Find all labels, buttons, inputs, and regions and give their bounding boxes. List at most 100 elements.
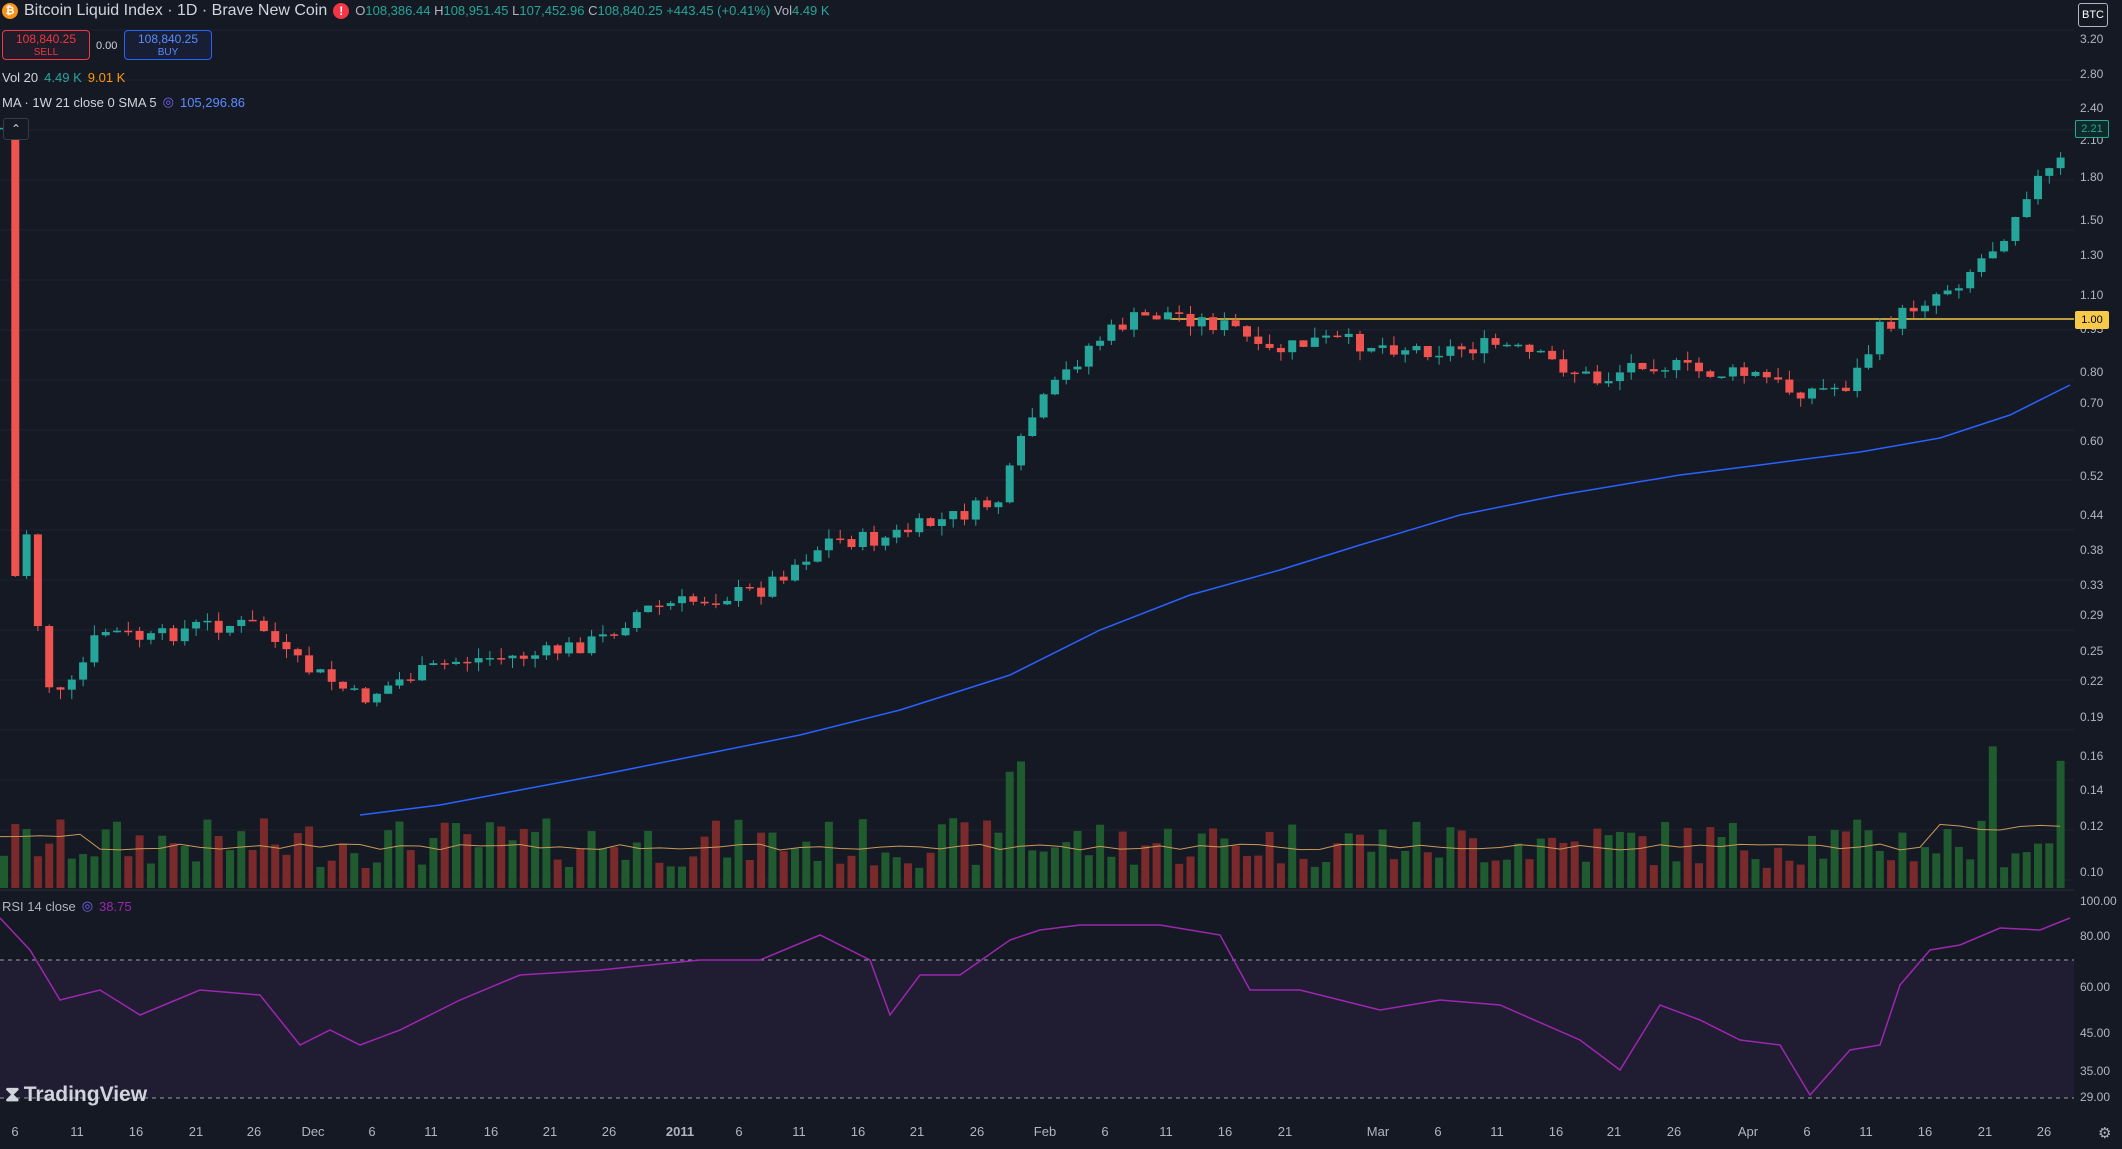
currency-badge[interactable]: BTC bbox=[2078, 3, 2108, 27]
candle-body bbox=[1762, 371, 1771, 378]
volume-bar bbox=[1683, 827, 1692, 888]
volume-bar bbox=[1469, 838, 1477, 888]
volume-bar bbox=[870, 865, 879, 888]
eye-icon[interactable]: ◎ bbox=[81, 898, 94, 913]
price-axis[interactable]: 3.20 2.80 2.40 2.10 1.80 1.50 1.30 1.10 0.95 0.80… bbox=[2074, 0, 2122, 890]
price-axis-label: 2.40 bbox=[2080, 101, 2104, 115]
candle-body bbox=[282, 641, 291, 650]
candle-body bbox=[1977, 258, 1986, 273]
candle-body bbox=[1322, 335, 1331, 338]
candle-body bbox=[632, 612, 641, 628]
candle-body bbox=[1333, 335, 1342, 338]
candle-body bbox=[1243, 326, 1251, 337]
ma-legend[interactable]: MA · 1W 21 close 0 SMA 5 ◎ 105,296.86 bbox=[2, 94, 246, 110]
volume-bar bbox=[1909, 861, 1918, 888]
candle-body bbox=[666, 603, 675, 606]
gear-icon[interactable]: ⚙ bbox=[2098, 1125, 2112, 1142]
time-axis-label: 6 bbox=[1803, 1124, 1811, 1139]
volume-bar bbox=[1073, 831, 1082, 888]
volume-bar bbox=[1875, 850, 1884, 888]
volume-bar bbox=[271, 844, 280, 888]
volume-bar bbox=[1107, 856, 1116, 888]
volume-bar bbox=[485, 822, 494, 888]
time-axis-label: 21 bbox=[909, 1124, 925, 1139]
candle-body bbox=[1898, 307, 1907, 329]
volume-bar bbox=[1333, 843, 1342, 888]
volume-bar bbox=[689, 856, 698, 888]
volume-bar bbox=[135, 835, 144, 888]
volume-legend[interactable]: Vol 20 4.49 K 9.01 K bbox=[2, 70, 126, 85]
candle-body bbox=[1028, 417, 1037, 437]
price-axis-label: 1.30 bbox=[2080, 248, 2104, 262]
volume-bar bbox=[1322, 862, 1331, 888]
candle-body bbox=[971, 500, 980, 520]
volume-bar bbox=[937, 824, 946, 888]
warning-icon[interactable]: ! bbox=[333, 3, 350, 19]
rsi-legend[interactable]: RSI 14 close ◎ 38.75 bbox=[2, 898, 132, 914]
price-axis-label: 1.80 bbox=[2080, 170, 2104, 184]
volume-bar bbox=[1593, 828, 1602, 888]
volume-bar bbox=[1796, 864, 1805, 888]
volume-bar bbox=[621, 859, 630, 888]
collapse-legend-button[interactable]: ⌃ bbox=[3, 118, 29, 140]
time-axis-label: 21 bbox=[542, 1124, 558, 1139]
volume-bar bbox=[791, 848, 799, 888]
candle-body bbox=[1525, 344, 1534, 352]
tradingview-logo[interactable]: ⧗ TradingView bbox=[5, 1083, 148, 1106]
sell-button[interactable]: 108,840.25 SELL bbox=[2, 30, 90, 60]
candle-body bbox=[508, 655, 517, 659]
candle-body bbox=[1864, 354, 1873, 368]
ohlc-values: O108,386.44 H108,951.45 L107,452.96 C108… bbox=[355, 3, 830, 18]
candle-body bbox=[1785, 379, 1794, 393]
time-axis[interactable]: 6 11 16 21 26 Dec 6 11 16 21 26 2011 6 11 16 21 26 Feb 6 11… bbox=[0, 1120, 2074, 1149]
volume-bar bbox=[1389, 859, 1398, 888]
candle-body bbox=[791, 564, 799, 581]
candle-body bbox=[463, 661, 472, 664]
volume-bar bbox=[1356, 834, 1364, 888]
time-axis-label: 16 bbox=[850, 1124, 866, 1139]
candle-body bbox=[598, 634, 607, 637]
candle-body bbox=[271, 631, 280, 642]
volume-bar bbox=[824, 821, 833, 888]
volume-bar bbox=[1638, 836, 1647, 888]
volume-bar bbox=[1378, 829, 1387, 888]
candle-body bbox=[1175, 312, 1184, 314]
candle-body bbox=[1299, 340, 1308, 347]
volume-bar bbox=[1209, 828, 1218, 888]
volume-bar bbox=[508, 840, 517, 888]
candle-body bbox=[836, 538, 845, 541]
volume-bar bbox=[2000, 867, 2009, 888]
candle-body bbox=[1096, 340, 1105, 346]
volume-bar bbox=[994, 832, 1003, 888]
time-axis-label: 11 bbox=[792, 1124, 806, 1139]
volume-bar bbox=[452, 823, 460, 888]
candle-body bbox=[1062, 369, 1071, 380]
buy-button[interactable]: 108,840.25 BUY bbox=[124, 30, 212, 60]
volume-bar bbox=[1084, 855, 1093, 888]
candle-body bbox=[1514, 344, 1523, 347]
volume-bar bbox=[1243, 856, 1251, 888]
volume-bar bbox=[372, 862, 381, 888]
rsi-band bbox=[0, 960, 2074, 1098]
candle-body bbox=[1932, 294, 1941, 306]
candle-body bbox=[1412, 346, 1421, 351]
time-axis-label: 16 bbox=[483, 1124, 499, 1139]
candle-body bbox=[1954, 288, 1963, 291]
rsi-line bbox=[0, 917, 2071, 1097]
candle-body bbox=[881, 537, 890, 546]
time-axis-label: 26 bbox=[1666, 1124, 1682, 1139]
symbol-title[interactable]: Bitcoin Liquid Index · 1D · Brave New Co… bbox=[24, 2, 328, 19]
volume-bar bbox=[960, 822, 969, 888]
eye-icon[interactable]: ◎ bbox=[162, 94, 174, 109]
volume-bar bbox=[983, 820, 992, 888]
candle-body bbox=[485, 658, 494, 660]
volume-bar bbox=[180, 846, 189, 888]
volume-bar bbox=[1130, 864, 1138, 888]
volume-bar bbox=[1898, 832, 1907, 888]
volume-bar bbox=[1841, 831, 1850, 888]
candle-body bbox=[237, 619, 246, 626]
candle-body bbox=[1582, 371, 1590, 374]
volume-bar bbox=[779, 851, 788, 888]
time-axis-label: 6 bbox=[1434, 1124, 1442, 1139]
